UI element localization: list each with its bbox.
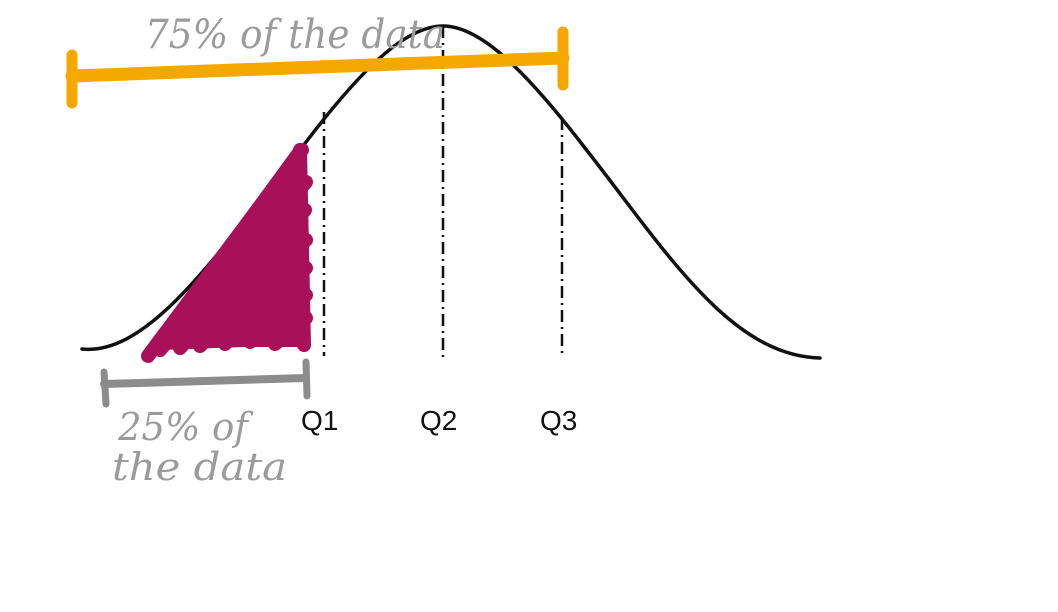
- annotation-25-percent-line1: 25% of: [117, 405, 254, 449]
- annotation-25-percent-line2: the data: [112, 445, 287, 489]
- q2-label: Q2: [420, 405, 457, 436]
- shaded-region: [141, 143, 313, 363]
- annotation-75-percent: 75% of the data: [145, 12, 445, 58]
- q3-label: Q3: [540, 405, 577, 436]
- bottom-bracket: [100, 358, 311, 408]
- q1-label: Q1: [301, 405, 338, 436]
- top-bracket: [65, 26, 570, 109]
